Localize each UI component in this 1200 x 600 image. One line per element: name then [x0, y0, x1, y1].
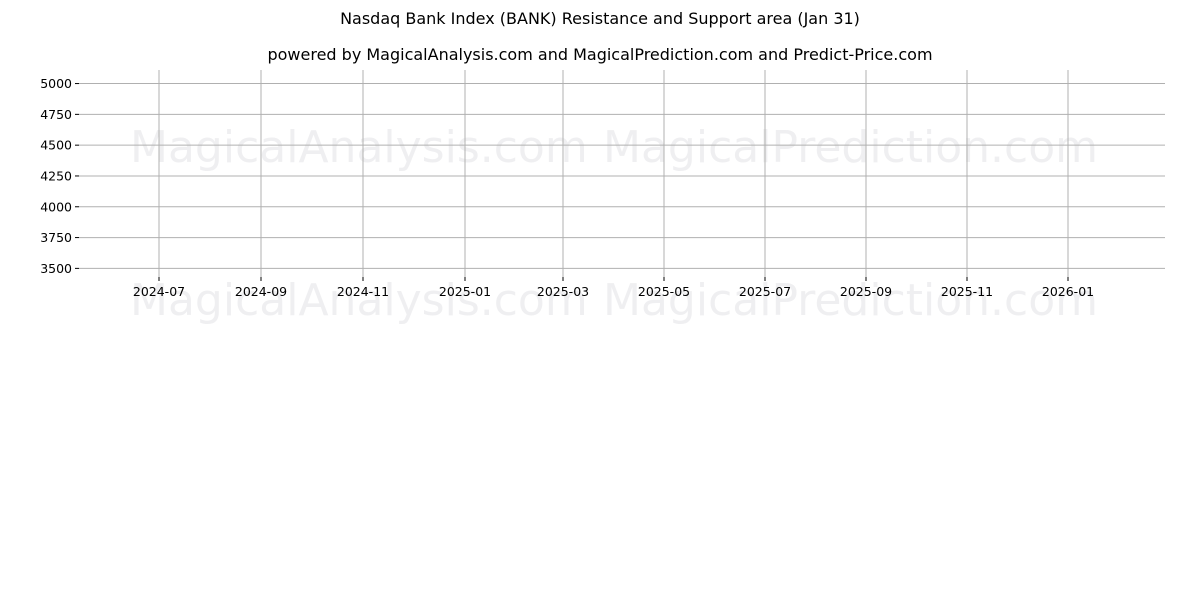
x-tick-label: 2025-05	[638, 284, 690, 299]
x-tick-label: 2024-07	[133, 284, 185, 299]
watermark-text: MagicalPrediction.com	[603, 122, 1098, 173]
y-tick-label: 4250	[40, 168, 72, 183]
y-tick-label: 4750	[40, 107, 72, 122]
x-tick-label: 2025-11	[941, 284, 993, 299]
y-tick-label: 5000	[40, 76, 72, 91]
x-tick-label: 2024-11	[337, 284, 389, 299]
chart-subtitle: powered by MagicalAnalysis.com and Magic…	[267, 45, 933, 64]
x-tick-label: 2026-01	[1042, 284, 1094, 299]
watermark-text: MagicalAnalysis.com	[130, 275, 588, 326]
x-tick-label: 2025-07	[739, 284, 791, 299]
y-tick-label: 3500	[40, 261, 72, 276]
x-tick-label: 2025-03	[537, 284, 589, 299]
chart-title: Nasdaq Bank Index (BANK) Resistance and …	[340, 9, 860, 28]
watermark-text: MagicalPrediction.com	[603, 275, 1098, 326]
x-tick-label: 2024-09	[235, 284, 287, 299]
y-tick-label: 3750	[40, 230, 72, 245]
x-tick-label: 2025-09	[840, 284, 892, 299]
y-tick-label: 4500	[40, 138, 72, 153]
top-chart-panel: MagicalAnalysis.com MagicalPrediction.com…	[40, 70, 1165, 326]
watermark-text: MagicalAnalysis.com	[130, 122, 588, 173]
y-tick-label: 4000	[40, 199, 72, 214]
x-tick-label: 2025-01	[439, 284, 491, 299]
